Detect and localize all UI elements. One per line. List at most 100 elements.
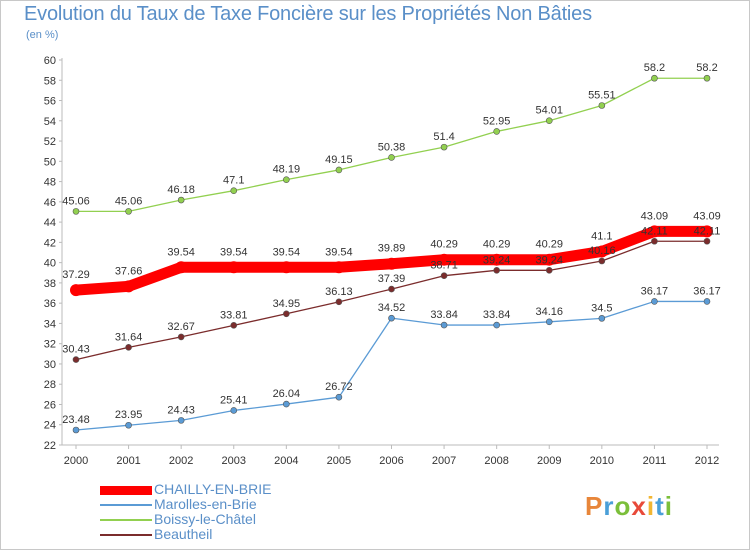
data-label-chailly-en-brie: 39.54 <box>273 246 301 258</box>
data-label-marolles-en-brie: 34.52 <box>378 302 406 314</box>
data-label-chailly-en-brie: 39.54 <box>167 246 195 258</box>
logo-letter: o <box>614 491 632 521</box>
data-point-marolles-en-brie <box>177 417 185 424</box>
data-point-marolles-en-brie <box>388 314 395 322</box>
data-label-chailly-en-brie: 43.09 <box>641 210 669 222</box>
y-tick-label: 44 <box>44 217 56 229</box>
data-point-marolles-en-brie <box>703 298 711 305</box>
logo-letter: i <box>664 491 673 521</box>
data-point-marolles-en-brie <box>651 298 658 305</box>
data-point-marolles-en-brie <box>545 318 553 326</box>
data-point-boissy-le-chatel <box>598 102 606 109</box>
y-tick-label: 38 <box>44 278 56 290</box>
x-tick-label: 2006 <box>379 455 403 467</box>
data-point-boissy-le-chatel <box>703 74 711 82</box>
y-tick-label: 36 <box>44 298 56 310</box>
data-label-boissy-le-chatel: 46.18 <box>167 184 195 196</box>
data-point-marolles-en-brie <box>440 321 448 329</box>
legend-label: CHAILLY-EN-BRIE <box>154 481 272 497</box>
y-tick-label: 22 <box>44 440 56 452</box>
data-label-beautheil: 42.11 <box>641 225 668 237</box>
data-point-beautheil <box>493 267 500 274</box>
x-tick-label: 2004 <box>274 455 298 467</box>
data-label-boissy-le-chatel: 47.1 <box>223 175 244 187</box>
legend-label: Beautheil <box>154 526 213 542</box>
data-point-boissy-le-chatel <box>335 166 343 174</box>
y-tick-label: 58 <box>44 75 56 87</box>
data-point-boissy-le-chatel <box>283 176 290 183</box>
x-tick-label: 2002 <box>169 455 193 467</box>
data-point-chailly-en-brie <box>543 253 556 266</box>
data-label-marolles-en-brie: 36.17 <box>641 285 669 297</box>
data-label-boissy-le-chatel: 50.38 <box>378 141 406 153</box>
data-point-chailly-en-brie <box>595 245 608 258</box>
data-label-marolles-en-brie: 24.43 <box>167 404 195 416</box>
data-label-beautheil: 39.24 <box>535 254 563 266</box>
legend-label: Boissy-le-Châtel <box>154 511 256 527</box>
logo-letter: i <box>646 491 656 521</box>
data-point-beautheil <box>545 267 553 274</box>
data-point-beautheil <box>177 333 185 341</box>
data-label-boissy-le-chatel: 55.51 <box>588 89 616 101</box>
data-point-marolles-en-brie <box>598 315 606 322</box>
data-point-marolles-en-brie <box>230 407 238 414</box>
data-point-marolles-en-brie <box>283 400 290 408</box>
y-tick-label: 24 <box>44 420 56 432</box>
x-tick-label: 2007 <box>432 455 456 467</box>
data-point-boissy-le-chatel <box>651 74 658 82</box>
data-point-marolles-en-brie <box>125 421 132 429</box>
data-point-marolles-en-brie <box>72 426 80 434</box>
legend-label: Marolles-en-Brie <box>154 496 257 512</box>
data-point-chailly-en-brie <box>122 280 135 293</box>
data-label-boissy-le-chatel: 49.15 <box>325 154 353 166</box>
data-label-beautheil: 36.13 <box>325 286 353 298</box>
data-label-boissy-le-chatel: 45.06 <box>62 195 90 207</box>
x-tick-label: 2008 <box>484 455 508 467</box>
data-point-beautheil <box>283 310 290 318</box>
data-point-chailly-en-brie <box>70 284 82 297</box>
data-label-marolles-en-brie: 34.5 <box>591 302 612 314</box>
data-label-marolles-en-brie: 33.84 <box>430 309 458 321</box>
data-point-chailly-en-brie <box>648 225 661 238</box>
data-label-beautheil: 40.16 <box>588 245 616 257</box>
y-tick-label: 28 <box>44 379 56 391</box>
data-point-chailly-en-brie <box>701 225 713 238</box>
x-tick-label: 2000 <box>64 455 88 467</box>
data-point-boissy-le-chatel <box>125 208 132 215</box>
data-label-boissy-le-chatel: 45.06 <box>115 195 143 207</box>
logo-letter: P <box>585 491 604 521</box>
data-label-beautheil: 30.43 <box>62 344 90 356</box>
data-label-marolles-en-brie: 23.95 <box>115 409 143 421</box>
data-point-beautheil <box>125 344 132 351</box>
data-point-boissy-le-chatel <box>230 187 238 194</box>
data-point-beautheil <box>651 237 658 245</box>
legend-swatch <box>100 519 152 521</box>
data-point-chailly-en-brie <box>227 261 240 274</box>
y-tick-label: 32 <box>44 339 56 351</box>
data-label-chailly-en-brie: 41.1 <box>591 230 612 242</box>
data-point-beautheil <box>230 322 238 329</box>
legend-swatch <box>100 485 152 495</box>
data-label-beautheil: 31.64 <box>115 331 143 343</box>
x-tick-label: 2010 <box>590 455 614 467</box>
y-tick-label: 46 <box>44 197 56 209</box>
data-label-beautheil: 33.81 <box>220 309 248 321</box>
y-tick-label: 30 <box>44 359 56 371</box>
data-label-beautheil: 32.67 <box>167 321 195 333</box>
legend-swatch <box>100 504 152 506</box>
data-point-chailly-en-brie <box>490 253 503 266</box>
y-tick-label: 26 <box>44 399 56 411</box>
data-point-beautheil <box>72 356 80 363</box>
data-label-beautheil: 34.95 <box>273 298 301 310</box>
y-tick-label: 34 <box>44 318 56 330</box>
data-point-boissy-le-chatel <box>440 143 448 151</box>
data-label-marolles-en-brie: 36.17 <box>693 285 721 297</box>
data-label-beautheil: 38.71 <box>430 260 458 272</box>
data-label-marolles-en-brie: 33.84 <box>483 309 511 321</box>
y-tick-label: 48 <box>44 177 56 189</box>
data-label-chailly-en-brie: 39.54 <box>220 246 248 258</box>
data-label-chailly-en-brie: 40.29 <box>430 239 458 251</box>
data-point-chailly-en-brie <box>385 257 398 270</box>
y-tick-label: 60 <box>44 55 56 67</box>
